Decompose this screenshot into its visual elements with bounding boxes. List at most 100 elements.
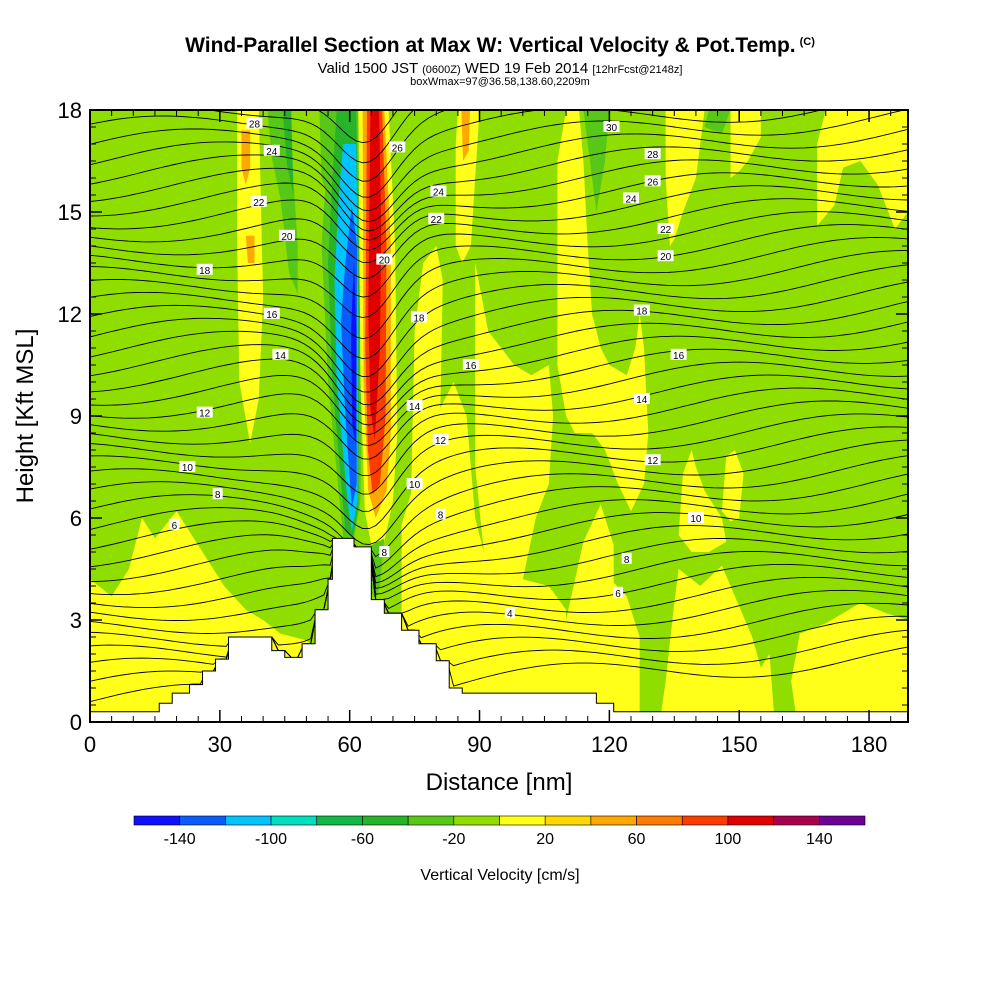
x-tick-label: 150 [721, 732, 758, 757]
colorbar-label: 20 [536, 831, 554, 848]
colorbar-swatch [362, 815, 409, 826]
isentrope-line [90, 250, 908, 360]
isentrope-label-bg [603, 121, 620, 132]
chart-subtitle: Valid 1500 JST (0600Z) WED 19 Feb 2014 [… [0, 60, 1000, 77]
isentrope-labels: 28 24 22 20 18 16 14 12 10 8 6 26 24 22 20 18 16 14 12 10 8 8… [169, 117, 704, 620]
isentrope-label: 18 [633, 304, 650, 318]
isentrope-label: 14 [272, 348, 289, 362]
potential-temperature-isentropes [90, 110, 908, 703]
isentrope-label-text: 22 [431, 215, 443, 226]
fill-green-strip-b [282, 110, 294, 195]
isentrope-line [90, 512, 908, 584]
x-tick-label: 120 [591, 732, 628, 757]
fill-yellow-low-right3 [791, 603, 908, 712]
x-tick-label: 90 [467, 732, 491, 757]
isentrope-label-text: 16 [266, 310, 278, 321]
isentrope-label-text: 28 [647, 150, 659, 161]
colorbar-swatch [636, 815, 683, 826]
colorbar-label: -60 [351, 831, 374, 848]
isentrope-line [90, 110, 448, 182]
isentrope-label-bg [250, 195, 267, 207]
isentrope-label: 30 [603, 121, 620, 134]
fill-blue-deep [350, 259, 357, 444]
fill-yellow-top-right [665, 110, 705, 246]
plot-area: 28 24 22 20 18 16 14 12 10 8 6 26 24 22 20 18 16 14 12 10 8 8… [90, 110, 908, 722]
isentrope-label-text: 22 [253, 198, 265, 209]
isentrope-label: 16 [462, 359, 479, 372]
colorbar-swatch [499, 815, 546, 826]
colorbar-label: -140 [164, 831, 196, 848]
isentrope-line [90, 281, 908, 393]
y-tick-label: 0 [70, 710, 82, 735]
isentrope-label-text: 4 [507, 609, 513, 620]
isentrope-label-text: 8 [624, 555, 630, 566]
isentrope-label-text: 24 [433, 188, 445, 199]
fill-yellow-top-right2 [730, 110, 761, 178]
x-tick-label: 180 [851, 732, 888, 757]
fill-yellow-top-right4 [877, 110, 908, 134]
isentrope-label-bg [657, 223, 674, 234]
colorbar-swatch [773, 815, 820, 826]
colorbar-label: 140 [806, 831, 833, 848]
colorbar-label: 100 [715, 831, 742, 848]
isentrope-label-bg [462, 359, 479, 370]
isentrope-line [90, 537, 908, 596]
isentrope-line [90, 224, 908, 319]
valid-prefix: Valid 1500 JST [317, 60, 418, 77]
isentrope-label-text: 20 [660, 252, 672, 263]
isentrope-label-text: 6 [615, 589, 621, 600]
isentrope-label-bg [179, 461, 196, 472]
fill-yellow-right-upper [455, 110, 480, 263]
isentrope-label: 14 [406, 399, 423, 413]
isentrope-label: 24 [430, 185, 447, 199]
terrain [90, 537, 908, 722]
isentrope-label: 8 [212, 488, 223, 501]
isentrope-label-text: 16 [465, 361, 477, 372]
isentrope-line [90, 455, 908, 558]
y-tick-label: 3 [70, 608, 82, 633]
fill-yellow-low-right2 [661, 565, 774, 712]
isentrope-label-bg [432, 433, 449, 445]
isentrope-label-bg [613, 586, 624, 598]
copyright-mark: (C) [799, 36, 815, 48]
colorbar-title: Vertical Velocity [cm/s] [420, 867, 579, 884]
isentrope-label-text: 26 [392, 143, 404, 154]
isentrope-label: 18 [410, 311, 427, 324]
isentrope-label-bg [246, 117, 263, 129]
isentrope-label: 12 [432, 433, 449, 447]
valid-fcst: [12hrFcst@2148z] [592, 64, 683, 76]
isentrope-label: 22 [657, 223, 674, 236]
isentrope-label-bg [644, 175, 661, 187]
isentrope-line [206, 110, 415, 164]
isentrope-line [90, 537, 908, 621]
isentrope-label: 26 [644, 175, 661, 188]
colorbar-label: -100 [255, 831, 287, 848]
fill-yellow-blob-right2 [721, 450, 744, 522]
y-tick-label: 6 [70, 506, 82, 531]
isentrope-label-bg [623, 192, 640, 204]
colorbar-swatch [270, 815, 318, 826]
box-info: boxWmax=97@36.58,138.60,2209m [410, 76, 590, 88]
isentrope-label-bg [633, 304, 650, 316]
colorbar-swatch [819, 815, 866, 826]
valid-utc: (0600Z) [422, 64, 461, 76]
isentrope-label-text: 20 [281, 232, 293, 243]
isentrope-label-bg [644, 454, 661, 466]
isentrope-label-bg [406, 478, 423, 489]
valid-date: WED 19 Feb 2014 [464, 60, 589, 77]
isentrope-label: 10 [179, 461, 196, 474]
isentrope-label: 20 [657, 250, 674, 263]
isentrope-label-bg [272, 348, 289, 360]
isentrope-line [90, 413, 908, 512]
isentrope-label-text: 26 [647, 177, 659, 188]
isentrope-label-text: 8 [382, 548, 388, 559]
isentrope-line [90, 537, 908, 658]
isentrope-line [90, 110, 823, 198]
isentrope-line [90, 473, 908, 569]
isentrope-label: 4 [504, 607, 515, 620]
isentrope-label-text: 14 [275, 351, 287, 362]
isentrope-label-bg [406, 399, 423, 411]
colorbar-swatch [681, 815, 729, 826]
isentrope-label-text: 16 [673, 351, 685, 362]
